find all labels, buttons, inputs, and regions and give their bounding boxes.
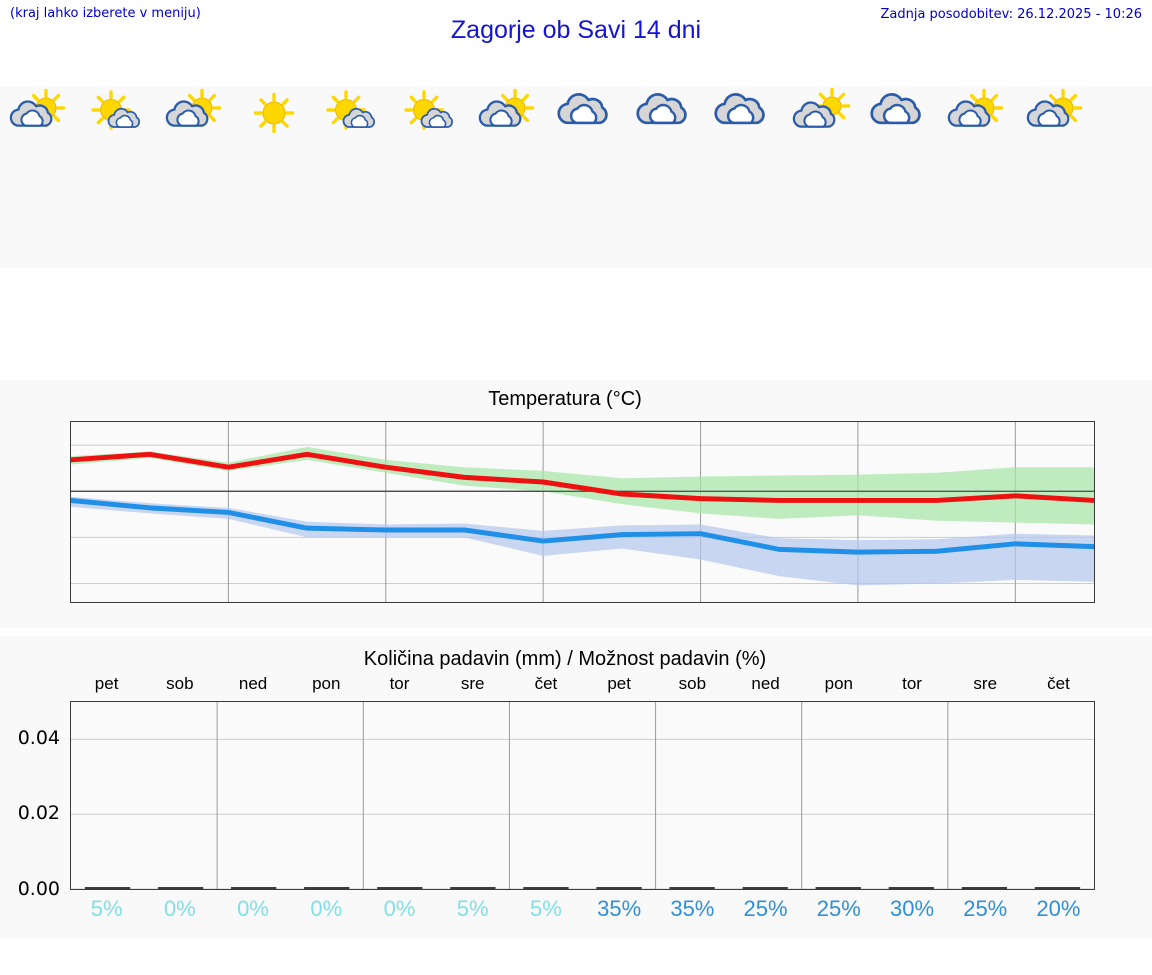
- precipitation-y-tick-label: 0.00: [17, 878, 60, 900]
- precipitation-chart-title: Količina padavin (mm) / Možnost padavin …: [363, 648, 767, 670]
- sun-small-cloud-icon: [86, 88, 148, 140]
- temperature-plot-area: [70, 421, 1095, 603]
- precipitation-day-label: ned: [751, 674, 780, 693]
- sun-behind-cloud-icon: [164, 88, 226, 140]
- precipitation-day-label: pon: [824, 674, 853, 693]
- day-column[interactable]: [860, 86, 938, 268]
- sun-icon: [243, 88, 305, 140]
- precipitation-day-labels: pet sob ned pon tor sre čet pet sob ned pon tor sre č…: [70, 674, 1095, 698]
- precipitation-day-label: pet: [607, 674, 631, 693]
- precipitation-day-label: tor: [389, 674, 410, 693]
- day-column[interactable]: [78, 86, 156, 268]
- temperature-chart-title: Temperatura (°C): [488, 388, 642, 410]
- precipitation-day-label: čet: [534, 674, 558, 693]
- precipitation-probability: 5%: [530, 896, 562, 921]
- precipitation-probability: 0%: [383, 896, 416, 921]
- sun-behind-cloud-icon: [1025, 88, 1087, 140]
- sun-behind-cloud-icon: [946, 88, 1008, 140]
- precipitation-probability: 30%: [889, 896, 935, 921]
- daily-forecast-strip: [0, 86, 1152, 268]
- day-column[interactable]: [156, 86, 234, 268]
- precipitation-chart: Količina padavin (mm) / Možnost padavin …: [0, 636, 1152, 939]
- page-header: (kraj lahko izberete v meniju) Zagorje o…: [0, 0, 1152, 58]
- precipitation-probability: 25%: [743, 896, 788, 921]
- sun-small-cloud-icon: [321, 88, 383, 140]
- day-column[interactable]: [235, 86, 313, 268]
- temperature-chart: Temperatura (°C) © vreme.us & vreme.pro …: [0, 380, 1152, 974]
- precipitation-probability: 0%: [237, 896, 269, 921]
- menu-hint: (kraj lahko izberete v meniju): [10, 6, 201, 21]
- day-column[interactable]: [313, 86, 391, 268]
- day-column[interactable]: [704, 86, 782, 268]
- precipitation-day-label: sre: [973, 674, 998, 693]
- precipitation-day-label: sre: [460, 674, 485, 693]
- precipitation-probability: 20%: [1036, 896, 1081, 921]
- temperature-series-svg: [71, 422, 1094, 602]
- sun-behind-cloud-icon: [8, 88, 70, 140]
- precipitation-probability: 0%: [310, 896, 343, 921]
- bottom-band: [0, 939, 1152, 975]
- precipitation-probability: 35%: [597, 896, 642, 921]
- cloudy-icon: [868, 88, 930, 140]
- precipitation-day-label: sob: [678, 674, 707, 693]
- cloud-with-sun-icon: [790, 87, 852, 140]
- last-updated: Zadnja posodobitev: 26.12.2025 - 10:26: [880, 7, 1142, 22]
- precipitation-probability: 35%: [670, 896, 715, 921]
- precipitation-day-label: pet: [94, 674, 119, 693]
- precipitation-day-label: pon: [312, 674, 341, 693]
- day-column[interactable]: [1016, 86, 1094, 268]
- precipitation-y-tick-label: 0.02: [17, 802, 60, 825]
- sun-behind-cloud-icon: [477, 88, 539, 140]
- precipitation-bars-svg: [71, 702, 1094, 889]
- precipitation-probability: 0%: [163, 896, 196, 921]
- day-column[interactable]: [547, 86, 625, 268]
- precipitation-probability-row: 5% 0% 0% 0% 0% 5% 5% 35% 35% 25% 25% 30% 25% 20%: [70, 896, 1095, 932]
- precipitation-probability: 25%: [816, 896, 861, 921]
- precipitation-day-label: tor: [902, 674, 922, 693]
- precipitation-probability: 5%: [90, 896, 123, 921]
- page-title: Zagorje ob Savi 14 dni: [450, 16, 702, 44]
- cloudy-icon: [712, 88, 774, 140]
- sun-small-cloud-icon: [399, 88, 461, 140]
- day-column[interactable]: [469, 86, 547, 268]
- precipitation-y-tick-label: 0.04: [17, 726, 60, 749]
- precipitation-probability: 5%: [456, 896, 489, 921]
- cloudy-icon: [555, 88, 617, 140]
- spacer-band: [0, 268, 1152, 380]
- cloudy-icon: [634, 88, 696, 140]
- precipitation-probability: 25%: [963, 896, 1008, 921]
- day-column[interactable]: [938, 86, 1016, 268]
- day-column[interactable]: [782, 86, 860, 268]
- day-column[interactable]: [0, 86, 78, 268]
- precipitation-day-label: ned: [238, 674, 268, 693]
- precipitation-day-label: čet: [1047, 674, 1070, 693]
- precipitation-plot-area: [70, 701, 1095, 890]
- day-column[interactable]: [391, 86, 469, 268]
- precipitation-day-label: sob: [166, 674, 194, 693]
- day-column[interactable]: [626, 86, 704, 268]
